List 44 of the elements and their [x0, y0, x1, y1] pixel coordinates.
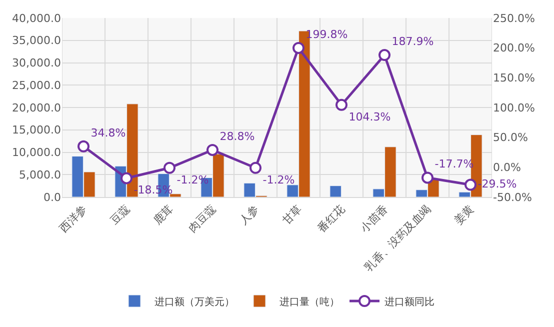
y-tick-label: 30,000.0: [12, 56, 61, 70]
x-tick-label: 西洋参: [56, 202, 90, 236]
y-tick-label: 5,000.0: [19, 168, 61, 182]
data-label: 34.8%: [90, 126, 126, 140]
legend-label: 进口额同比: [384, 296, 434, 308]
y-tick-label: 40,000.0: [12, 12, 61, 25]
point: [206, 144, 218, 156]
y2-tick-label: 0.0%: [493, 161, 521, 174]
point: [422, 172, 434, 184]
point: [292, 42, 304, 54]
x-tick-label: 鹿茸: [150, 202, 176, 228]
x-tick-label: 姜黄: [452, 202, 477, 228]
point: [120, 172, 132, 184]
y2-tick-label: 200.0%: [493, 42, 535, 55]
x-tick-label: 人参: [236, 202, 262, 228]
y-tick-label: 10,000.0: [12, 146, 61, 160]
x-tick-label: 番红花: [314, 202, 348, 236]
point: [164, 162, 176, 174]
y-tick-label: 25,000.0: [12, 78, 61, 92]
data-label: 104.3%: [348, 110, 391, 124]
y-tick-label: 0.0: [44, 190, 61, 204]
bar: [330, 186, 342, 197]
point: [336, 98, 348, 111]
y2-tick-label: 250.0%: [493, 12, 535, 25]
data-label: 187.9%: [392, 35, 434, 48]
x-tick-label: 豆蔻: [108, 202, 133, 228]
legend-label: 进口额（万美元）: [154, 296, 234, 308]
point: [378, 49, 390, 62]
point: [250, 162, 262, 174]
point: [464, 178, 476, 191]
y-tick-label: 20,000.0: [12, 101, 61, 114]
y2-tick-label: 50.0%: [493, 131, 528, 144]
data-label: -1.2%: [262, 173, 295, 186]
x-tick-label: 小茴香: [358, 202, 391, 236]
y-tick-label: 35,000.0: [12, 34, 61, 48]
y-tick-label: 15,000.0: [12, 124, 61, 137]
y2-tick-label: 150.0%: [493, 72, 535, 85]
data-label: 28.8%: [220, 130, 255, 143]
y2-tick-label: -50.0%: [493, 190, 532, 204]
x-tick-label: 肉豆蔻: [186, 202, 219, 236]
y2-tick-label: 100.0%: [493, 101, 535, 114]
legend-label: 进口量（吨）: [280, 296, 340, 308]
point: [78, 140, 90, 152]
x-tick-label: 甘草: [280, 202, 305, 228]
